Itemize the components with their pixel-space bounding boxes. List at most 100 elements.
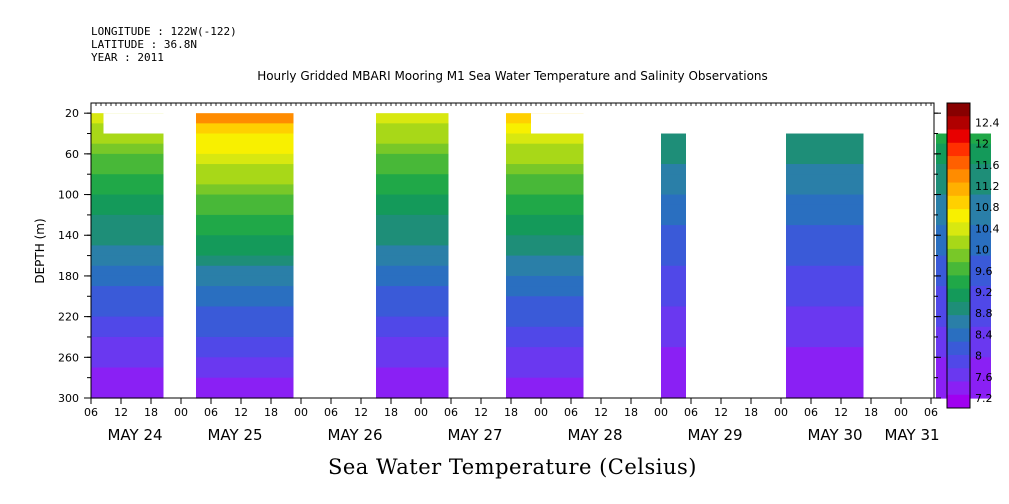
temperature-band: [91, 174, 164, 185]
x-day-label: MAY 28: [567, 426, 622, 444]
temperature-band: [786, 296, 864, 308]
x-day-label: MAY 29: [687, 426, 742, 444]
data-segment: [786, 133, 864, 399]
temperature-band: [661, 245, 686, 257]
data-segment: [376, 113, 449, 399]
temperature-band: [376, 387, 449, 399]
temperature-band: [506, 164, 584, 175]
colorbar-swatch: [947, 209, 970, 223]
colorbar-swatch: [947, 182, 970, 197]
temperature-band: [196, 133, 294, 145]
x-day-label: MAY 26: [327, 426, 382, 444]
temperature-band: [196, 387, 294, 399]
colorbar-swatch: [947, 368, 970, 382]
temperature-band: [196, 194, 294, 206]
colorbar-label: 8.8: [975, 307, 993, 320]
temperature-band: [786, 235, 864, 247]
temperature-band: [376, 336, 449, 348]
temperature-band: [506, 316, 584, 328]
temperature-band: [661, 265, 686, 277]
temperature-band: [376, 367, 449, 379]
temperature-band: [91, 357, 164, 369]
colorbar-label: 8.4: [975, 328, 993, 341]
temperature-band: [506, 306, 584, 318]
x-hour-tick-label: 06: [924, 406, 938, 419]
temperature-band: [376, 286, 449, 297]
x-hour-tick-label: 18: [744, 406, 758, 419]
x-hour-tick-label: 18: [624, 406, 638, 419]
temperature-band: [786, 204, 864, 216]
temperature-band: [196, 184, 294, 196]
colorbar-label: 10.8: [975, 201, 1000, 214]
temperature-band: [661, 174, 686, 185]
temperature-band: [91, 265, 164, 277]
x-hour-tick-label: 00: [774, 406, 788, 419]
x-hour-tick-label: 06: [324, 406, 338, 419]
temperature-band: [196, 153, 294, 165]
colorbar-swatch: [947, 235, 970, 250]
temperature-band: [506, 275, 584, 287]
colorbar-label: 12: [975, 138, 989, 151]
temperature-band: [661, 387, 686, 399]
temperature-band: [506, 326, 584, 338]
temperature-band: [786, 377, 864, 389]
temperature-band: [786, 336, 864, 348]
x-hour-tick-label: 12: [834, 406, 848, 419]
temperature-band: [196, 255, 294, 267]
temperature-band: [661, 336, 686, 348]
temperature-band: [91, 326, 164, 338]
temperature-band: [376, 245, 449, 257]
temperature-band: [91, 306, 164, 318]
temperature-band: [376, 316, 449, 328]
colorbar-swatch: [947, 156, 970, 170]
latitude-label: LATITUDE : 36.8N: [91, 38, 197, 51]
colorbar-swatch: [947, 315, 970, 329]
temperature-band: [196, 357, 294, 369]
x-day-label: MAY 25: [207, 426, 262, 444]
x-day-label: MAY 24: [107, 426, 162, 444]
temperature-band: [376, 255, 449, 267]
temperature-band: [786, 245, 864, 257]
temperature-band: [376, 265, 449, 277]
temperature-band: [786, 275, 864, 287]
colorbar-swatch: [947, 142, 970, 157]
temperature-band: [196, 306, 294, 318]
x-hour-tick-label: 12: [594, 406, 608, 419]
temperature-band: [376, 133, 449, 145]
temperature-band: [196, 265, 294, 277]
temperature-band: [376, 123, 449, 135]
temperature-band: [91, 133, 164, 145]
temperature-band: [786, 286, 864, 297]
temperature-band: [91, 296, 164, 308]
temperature-band: [786, 184, 864, 196]
temperature-band: [376, 275, 449, 287]
x-hour-tick-label: 12: [474, 406, 488, 419]
temperature-band: [91, 184, 164, 196]
colorbar-swatch: [947, 116, 970, 130]
temperature-band: [786, 143, 864, 155]
temperature-band: [91, 275, 164, 287]
temperature-band: [786, 133, 864, 145]
temperature-band: [376, 113, 449, 124]
colorbar-swatch: [947, 394, 970, 409]
temperature-band: [196, 225, 294, 236]
temperature-band: [376, 204, 449, 216]
temperature-band: [661, 367, 686, 379]
temperature-band: [661, 164, 686, 175]
temperature-band: [661, 184, 686, 196]
temperature-band: [506, 143, 584, 155]
y-tick-label: 20: [65, 107, 79, 120]
temperature-band: [376, 164, 449, 175]
temperature-band: [376, 225, 449, 236]
temperature-band: [196, 347, 294, 358]
temperature-band: [661, 214, 686, 226]
temperature-band: [786, 255, 864, 267]
temperature-band: [786, 357, 864, 369]
x-hour-tick-label: 06: [684, 406, 698, 419]
temperature-band: [196, 214, 294, 226]
temperature-band: [196, 336, 294, 348]
temperature-band: [91, 225, 164, 236]
x-hour-tick-label: 06: [204, 406, 218, 419]
y-tick-label: 60: [65, 148, 79, 161]
temperature-band: [91, 367, 164, 379]
